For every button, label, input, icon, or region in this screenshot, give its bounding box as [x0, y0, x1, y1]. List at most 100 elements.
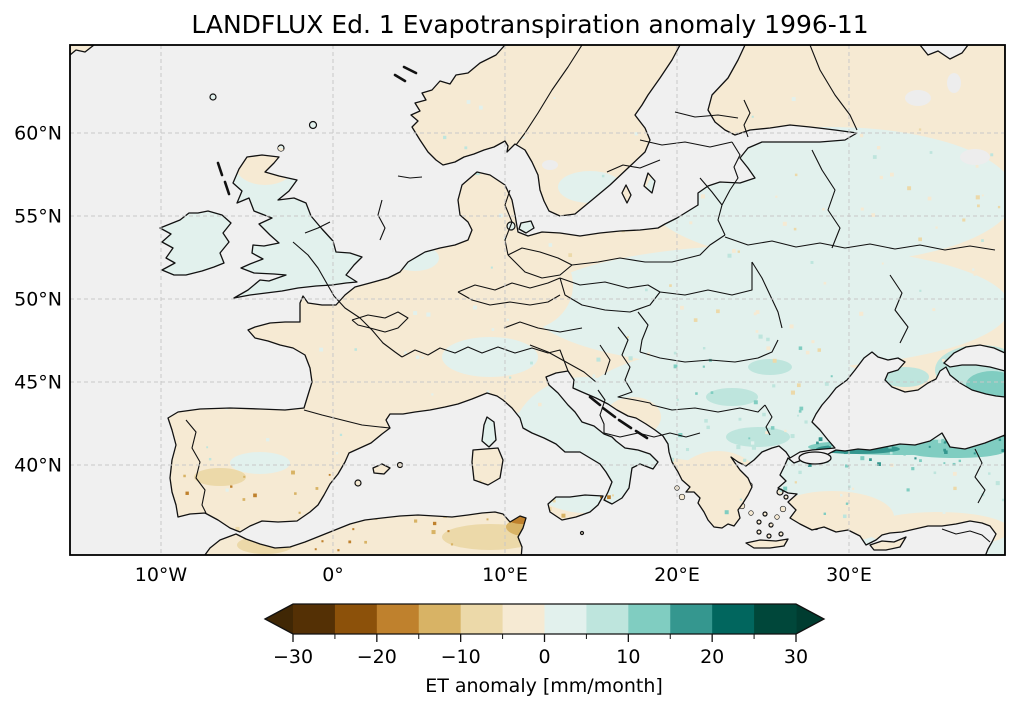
border-line — [397, 175, 423, 179]
border-line — [674, 111, 739, 119]
map-frame — [69, 44, 1006, 556]
ytick-label: 50°N — [14, 288, 62, 310]
border-line — [724, 236, 996, 251]
colorbar-segment-4 — [460, 604, 504, 634]
border-line — [603, 432, 701, 438]
border-line — [503, 321, 583, 333]
border-line — [457, 291, 561, 306]
archipelago-dash — [216, 161, 224, 177]
archipelago-dash — [588, 395, 602, 407]
island-aegean — [762, 511, 768, 517]
plot-title: LANDFLUX Ed. 1 Evapotranspiration anomal… — [191, 10, 868, 39]
colorbar-segment-11 — [754, 604, 797, 634]
longitude-tick-labels: 10°W 0° 10°E 20°E 30°E — [135, 564, 872, 586]
colorbar-segment-6 — [544, 604, 588, 634]
border-line — [185, 419, 207, 514]
border-line — [529, 344, 597, 383]
border-line — [606, 159, 661, 173]
anomaly-patch-7 — [230, 452, 290, 474]
colorbar-tick-label: 0 — [538, 646, 550, 668]
border-line — [292, 241, 403, 358]
coast-iceland — [70, 45, 95, 56]
border-line — [303, 409, 391, 429]
lake-vanern — [542, 160, 558, 170]
border-line — [651, 404, 766, 413]
xtick-label: 20°E — [654, 564, 700, 586]
border-line — [617, 326, 653, 406]
coast-cyprus — [869, 536, 907, 551]
country-borders — [185, 45, 996, 543]
ytick-label: 40°N — [14, 454, 62, 476]
anomaly-patch-4 — [442, 337, 538, 377]
colorbar-label: ET anomaly [mm/month] — [425, 675, 663, 697]
colorbar: −30 −20 −10 0 10 20 30 — [263, 603, 826, 668]
border-line — [597, 389, 606, 433]
colorbar-segment-9 — [670, 604, 713, 634]
island-aegean — [766, 533, 772, 539]
land-africa — [204, 512, 526, 555]
border-line — [974, 448, 986, 504]
archipelago-dash — [393, 73, 407, 83]
lakes-and-inland-seas — [542, 45, 1005, 465]
border-line — [811, 149, 841, 249]
anomaly-patch-21 — [726, 427, 790, 447]
island-aegean — [783, 494, 789, 500]
border-line — [941, 528, 991, 543]
border-line — [377, 199, 386, 241]
coast-africa — [204, 511, 527, 555]
border-line — [504, 189, 513, 256]
colorbar-segment-2 — [376, 604, 420, 634]
latitude-tick-labels: 40°N 45°N 50°N 55°N 60°N — [14, 122, 62, 476]
ytick-label: 60°N — [14, 122, 62, 144]
island-ibiza — [354, 479, 362, 487]
island-shetland — [308, 120, 318, 130]
island-aegean — [756, 519, 762, 525]
lake-ladoga — [905, 90, 931, 106]
border-line — [743, 99, 751, 138]
island-faroe — [209, 93, 217, 101]
white-sea-inlet — [919, 45, 969, 60]
border-line — [889, 274, 909, 344]
coast-zealand — [518, 220, 535, 234]
colorbar-tick-label: 20 — [700, 646, 724, 668]
colorbar-tick-label: −10 — [441, 646, 481, 668]
land-corsica — [482, 417, 496, 447]
coast-crete — [745, 538, 789, 549]
land-ireland — [160, 211, 231, 275]
sea-of-marmara — [798, 451, 832, 465]
nodata-patch — [960, 149, 990, 165]
colorbar-segment-1 — [334, 604, 378, 634]
archipelago-dash — [601, 406, 617, 419]
colorbar-tick-label: 30 — [784, 646, 808, 668]
colorbar-under-arrow — [265, 604, 293, 634]
small-islands — [216, 65, 649, 440]
colorbar-segment-5 — [502, 604, 546, 634]
island-aegean — [768, 522, 774, 528]
border-line — [639, 139, 733, 148]
border-line — [659, 262, 753, 296]
coast-anatolia — [777, 432, 1005, 555]
map-plot-area — [69, 44, 1006, 556]
border-line — [637, 311, 649, 353]
colorbar-tick-label: −30 — [273, 646, 313, 668]
land-cyprus — [870, 537, 906, 550]
border-line — [764, 404, 773, 436]
border-line — [304, 221, 331, 234]
coast-ireland — [159, 210, 232, 276]
anomaly-patch-28 — [194, 468, 246, 486]
island-malta — [579, 530, 585, 536]
anomaly-patch-1 — [530, 245, 1005, 369]
archipelago-dash — [617, 418, 633, 430]
land-sardinia — [472, 448, 503, 485]
land-great-britain — [233, 155, 362, 298]
land-iceland — [70, 45, 94, 55]
xtick-label: 30°E — [826, 564, 872, 586]
lake-onega — [947, 73, 961, 93]
coastlines — [70, 45, 1005, 555]
coast-corsica — [481, 416, 497, 448]
border-line — [599, 344, 611, 376]
xtick-label: 10°W — [135, 564, 188, 586]
colorbar-segment-3 — [418, 604, 462, 634]
